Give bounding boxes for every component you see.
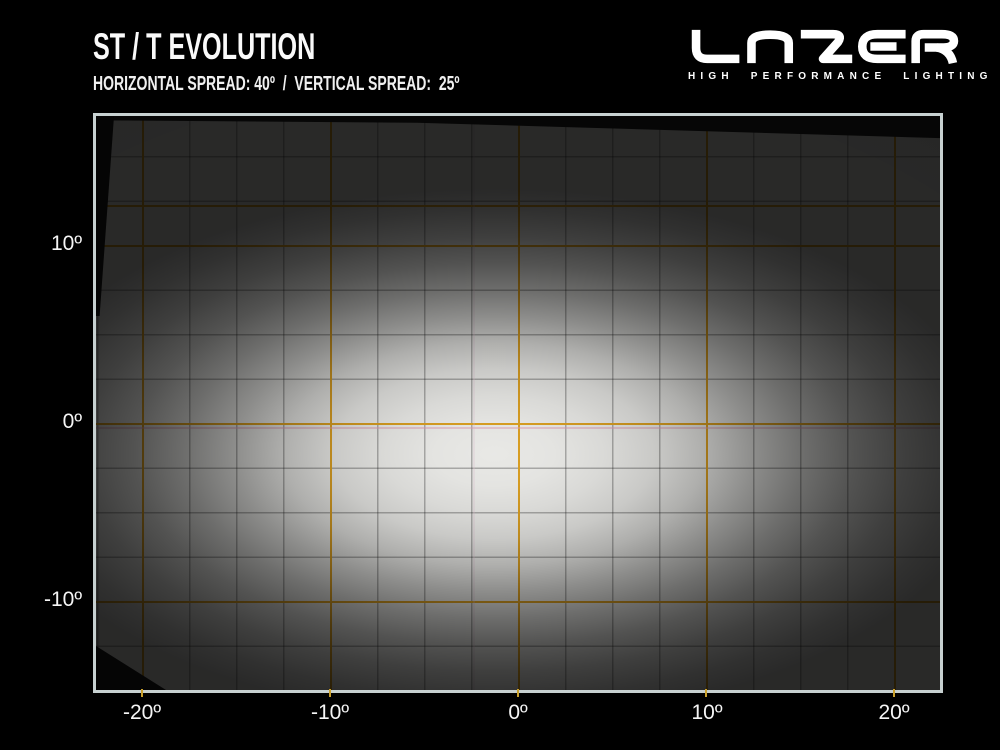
x-tick-label: 20º bbox=[878, 701, 910, 724]
header: ST / T EVOLUTION HORIZONTAL SPREAD: 40º … bbox=[93, 26, 617, 96]
beam-pattern-chart bbox=[93, 113, 943, 693]
x-tick-mark bbox=[705, 689, 707, 697]
brand-logo: LAZER HIGH PERFORMANCE LIGHTING bbox=[688, 22, 993, 82]
page-title: ST / T EVOLUTION bbox=[93, 26, 316, 67]
y-tick-label: 0º bbox=[62, 410, 82, 433]
x-tick-label: 10º bbox=[691, 701, 723, 724]
x-tick-label: -20º bbox=[122, 701, 162, 724]
y-tick-label: -10º bbox=[43, 588, 82, 611]
x-tick-mark bbox=[517, 689, 519, 697]
x-tick-label: -10º bbox=[310, 701, 350, 724]
y-tick-label: 10º bbox=[50, 232, 82, 255]
brand-tagline: HIGH PERFORMANCE LIGHTING bbox=[688, 71, 993, 82]
spread-subtitle: HORIZONTAL SPREAD: 40º / VERTICAL SPREAD… bbox=[93, 73, 460, 95]
plot-area bbox=[96, 116, 940, 690]
x-tick-label: 0º bbox=[508, 701, 528, 724]
x-tick-mark bbox=[893, 689, 895, 697]
lazer-wordmark-icon: LAZER bbox=[691, 29, 959, 65]
beam-glow bbox=[96, 116, 940, 690]
x-tick-mark bbox=[141, 689, 143, 697]
x-tick-mark bbox=[329, 689, 331, 697]
